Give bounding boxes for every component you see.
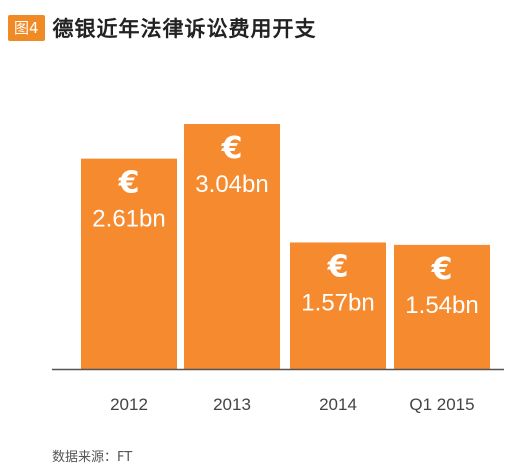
x-tick-label: Q1 2015 xyxy=(409,395,474,414)
euro-icon: € xyxy=(431,252,453,287)
euro-icon: € xyxy=(118,166,140,201)
bar-2013 xyxy=(184,123,280,369)
x-tick-label: 2014 xyxy=(319,395,357,414)
data-source-note: 数据来源：FT xyxy=(52,450,133,465)
bar-value-label: 2.61bn xyxy=(92,206,165,233)
figure-number-badge: 图4 xyxy=(8,15,45,41)
figure-header: 图4 德银近年法律诉讼费用开支 xyxy=(8,12,317,44)
bar-2012 xyxy=(81,158,177,369)
bar-chart: €2.61bn 2012 €3.04bn 2013 €1.57bn 2014 €1.54bn… xyxy=(52,123,504,414)
chart-title: 德银近年法律诉讼费用开支 xyxy=(52,17,317,41)
bar-value-label: 1.54bn xyxy=(405,292,478,319)
bar-q1-2015 xyxy=(394,244,490,369)
x-tick-label: 2013 xyxy=(213,395,251,414)
bar-value-label: 3.04bn xyxy=(195,171,268,198)
bar-value-label: 1.57bn xyxy=(301,289,374,316)
bar-2014 xyxy=(290,242,386,369)
euro-icon: € xyxy=(327,249,349,284)
euro-icon: € xyxy=(221,131,243,166)
x-tick-label: 2012 xyxy=(110,395,148,414)
